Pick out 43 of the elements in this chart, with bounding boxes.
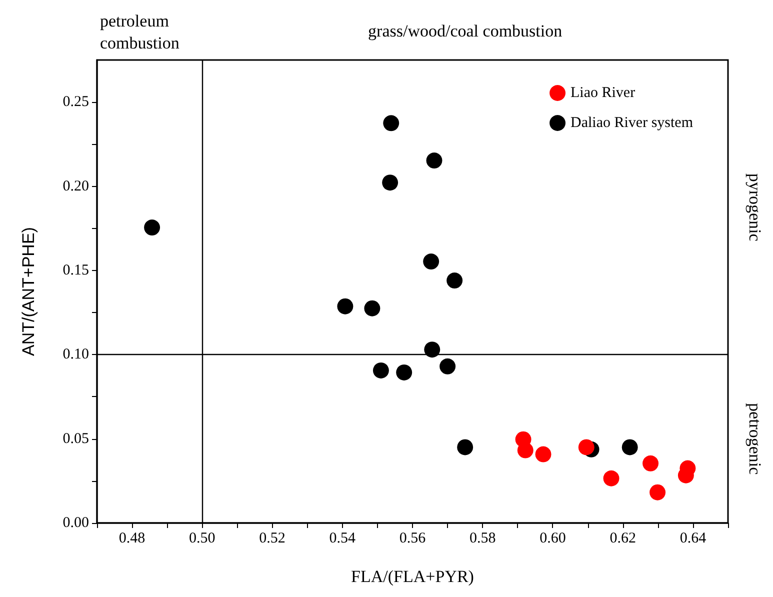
y-tick-label: 0.00 <box>62 515 89 531</box>
point <box>446 272 463 289</box>
point <box>424 342 440 358</box>
point <box>457 439 474 456</box>
y-tick-label: 0.20 <box>62 178 89 194</box>
point <box>642 455 659 472</box>
legend-label: Daliao River system <box>570 115 694 131</box>
y-tick-label: 0.10 <box>62 346 89 363</box>
point <box>372 362 389 378</box>
text: grass/wood/coal combustion <box>368 22 563 40</box>
y-tick-label: 0.05 <box>62 430 89 447</box>
x-axis-title: FLA/(FLA+PYR) <box>351 567 474 586</box>
point <box>364 300 380 316</box>
point <box>383 115 400 132</box>
text: pyrogenic <box>746 173 764 242</box>
x-tick-label: 0.64 <box>680 530 707 546</box>
text: petrogenic <box>746 402 764 476</box>
x-tick-label: 0.48 <box>118 530 146 546</box>
point <box>535 446 552 462</box>
point <box>396 364 412 380</box>
point <box>578 439 594 456</box>
point <box>144 220 160 236</box>
x-tick-label: 0.50 <box>189 530 216 546</box>
point <box>650 484 666 500</box>
x-tick-label: 0.62 <box>610 530 636 546</box>
y-tick-label: 0.15 <box>62 262 89 278</box>
x-tick-label: 0.60 <box>540 530 566 546</box>
point <box>622 439 638 456</box>
point <box>426 152 442 169</box>
text: petroleum combustion <box>100 12 180 52</box>
point <box>337 298 354 314</box>
point <box>382 174 398 191</box>
point <box>423 254 440 270</box>
point <box>603 470 620 486</box>
x-tick-label: 0.58 <box>469 530 496 546</box>
y-tick-label: 0.25 <box>62 94 89 110</box>
y-axis-title: ANT/(ANT+PHE) <box>19 227 38 356</box>
x-tick-label: 0.56 <box>399 530 426 546</box>
point <box>440 358 456 374</box>
point <box>517 442 534 458</box>
x-tick-label: 0.52 <box>259 530 286 546</box>
x-tick-label: 0.54 <box>329 530 356 546</box>
legend-label: Liao River <box>570 85 636 101</box>
